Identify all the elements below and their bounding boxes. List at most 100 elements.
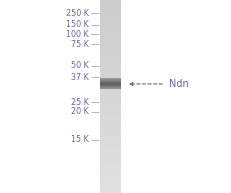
Bar xyxy=(100,38,121,39)
Bar xyxy=(100,25,121,26)
Bar xyxy=(100,4,121,5)
Bar xyxy=(100,103,121,104)
Bar xyxy=(100,39,121,40)
Bar xyxy=(100,147,121,148)
Bar xyxy=(100,79,121,80)
Bar xyxy=(100,107,121,108)
Bar xyxy=(100,169,121,170)
Bar xyxy=(100,31,121,32)
Bar xyxy=(100,171,121,172)
Bar xyxy=(100,72,121,73)
Bar xyxy=(100,83,121,84)
Bar xyxy=(100,87,121,88)
Bar xyxy=(100,175,121,176)
Bar xyxy=(100,14,121,15)
Bar xyxy=(100,26,121,27)
Bar xyxy=(100,27,121,28)
Bar xyxy=(100,154,121,155)
Bar xyxy=(100,146,121,147)
Bar xyxy=(100,122,121,123)
Bar xyxy=(100,69,121,70)
Bar xyxy=(100,189,121,190)
Text: 25 K: 25 K xyxy=(71,98,89,107)
Bar xyxy=(100,83,121,84)
Bar xyxy=(100,51,121,52)
Bar xyxy=(100,161,121,162)
Bar xyxy=(100,113,121,114)
Bar xyxy=(100,86,121,87)
Bar xyxy=(100,52,121,53)
Bar xyxy=(100,49,121,50)
Bar xyxy=(100,172,121,173)
Bar xyxy=(100,30,121,31)
Bar xyxy=(100,138,121,139)
Bar xyxy=(100,176,121,177)
Bar xyxy=(100,192,121,193)
Bar xyxy=(100,178,121,179)
Bar xyxy=(100,166,121,167)
Bar xyxy=(100,112,121,113)
Bar xyxy=(100,7,121,8)
Bar xyxy=(100,161,121,162)
Bar xyxy=(100,126,121,127)
Bar xyxy=(100,87,121,88)
Bar xyxy=(100,5,121,6)
Bar xyxy=(100,85,121,86)
Bar xyxy=(100,119,121,120)
Bar xyxy=(100,94,121,95)
Bar xyxy=(100,29,121,30)
Bar xyxy=(100,108,121,109)
Text: 150 K: 150 K xyxy=(66,20,89,29)
Bar xyxy=(100,97,121,98)
Text: 250 K: 250 K xyxy=(66,9,89,18)
Bar xyxy=(100,54,121,55)
Bar xyxy=(100,33,121,34)
Bar xyxy=(100,10,121,11)
Bar xyxy=(100,101,121,102)
Bar xyxy=(100,81,121,82)
Bar xyxy=(100,118,121,119)
Bar xyxy=(100,84,121,85)
Bar xyxy=(100,88,121,89)
Bar xyxy=(100,15,121,16)
Bar xyxy=(100,84,121,85)
Bar xyxy=(100,90,121,91)
Bar xyxy=(100,177,121,178)
Bar xyxy=(100,191,121,192)
Bar xyxy=(100,125,121,126)
Bar xyxy=(100,20,121,21)
Bar xyxy=(100,86,121,87)
Bar xyxy=(100,135,121,136)
Bar xyxy=(100,106,121,107)
Bar xyxy=(100,87,121,88)
Bar xyxy=(100,123,121,124)
Bar xyxy=(100,45,121,46)
Bar xyxy=(100,140,121,141)
Bar xyxy=(100,47,121,48)
Bar xyxy=(100,25,121,26)
Bar xyxy=(100,191,121,192)
Bar xyxy=(100,142,121,143)
Bar xyxy=(100,56,121,57)
Bar xyxy=(100,2,121,3)
Bar xyxy=(100,0,121,1)
Bar xyxy=(100,112,121,113)
Bar xyxy=(100,70,121,71)
Bar xyxy=(100,149,121,150)
Bar xyxy=(100,67,121,68)
Bar xyxy=(100,108,121,109)
Bar xyxy=(100,41,121,42)
Bar xyxy=(100,81,121,82)
Bar xyxy=(100,167,121,168)
Bar xyxy=(100,11,121,12)
Bar xyxy=(100,88,121,89)
Bar xyxy=(100,80,121,81)
Bar xyxy=(100,78,121,79)
Bar xyxy=(100,145,121,146)
Bar xyxy=(100,83,121,84)
Bar xyxy=(100,9,121,10)
Bar xyxy=(100,183,121,184)
Bar xyxy=(100,16,121,17)
Bar xyxy=(100,180,121,181)
Bar xyxy=(100,164,121,165)
